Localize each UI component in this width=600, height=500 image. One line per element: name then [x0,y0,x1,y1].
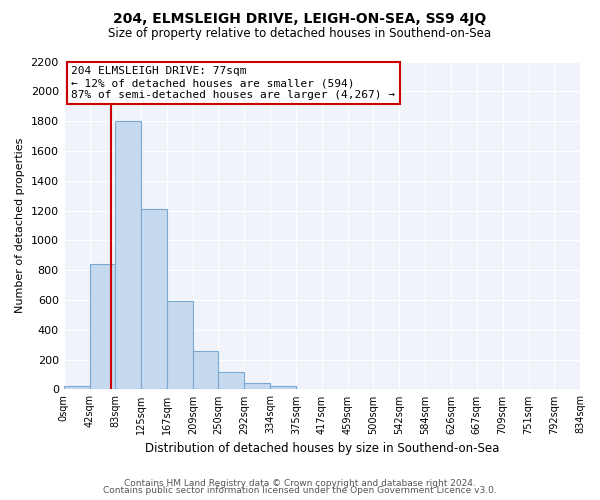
Bar [89,264,115,390]
Bar [115,121,141,390]
Text: Size of property relative to detached houses in Southend-on-Sea: Size of property relative to detached ho… [109,28,491,40]
Text: Contains HM Land Registry data © Crown copyright and database right 2024.: Contains HM Land Registry data © Crown c… [124,478,476,488]
Text: 204 ELMSLEIGH DRIVE: 77sqm
← 12% of detached houses are smaller (594)
87% of sem: 204 ELMSLEIGH DRIVE: 77sqm ← 12% of deta… [71,66,395,100]
Text: 204, ELMSLEIGH DRIVE, LEIGH-ON-SEA, SS9 4JQ: 204, ELMSLEIGH DRIVE, LEIGH-ON-SEA, SS9 … [113,12,487,26]
Bar [141,209,167,390]
Bar [218,372,244,390]
Bar [271,386,296,390]
Bar [64,386,89,390]
Text: Contains public sector information licensed under the Open Government Licence v3: Contains public sector information licen… [103,486,497,495]
Bar [167,302,193,390]
Bar [193,352,218,390]
X-axis label: Distribution of detached houses by size in Southend-on-Sea: Distribution of detached houses by size … [145,442,499,455]
Bar [244,384,271,390]
Y-axis label: Number of detached properties: Number of detached properties [15,138,25,313]
